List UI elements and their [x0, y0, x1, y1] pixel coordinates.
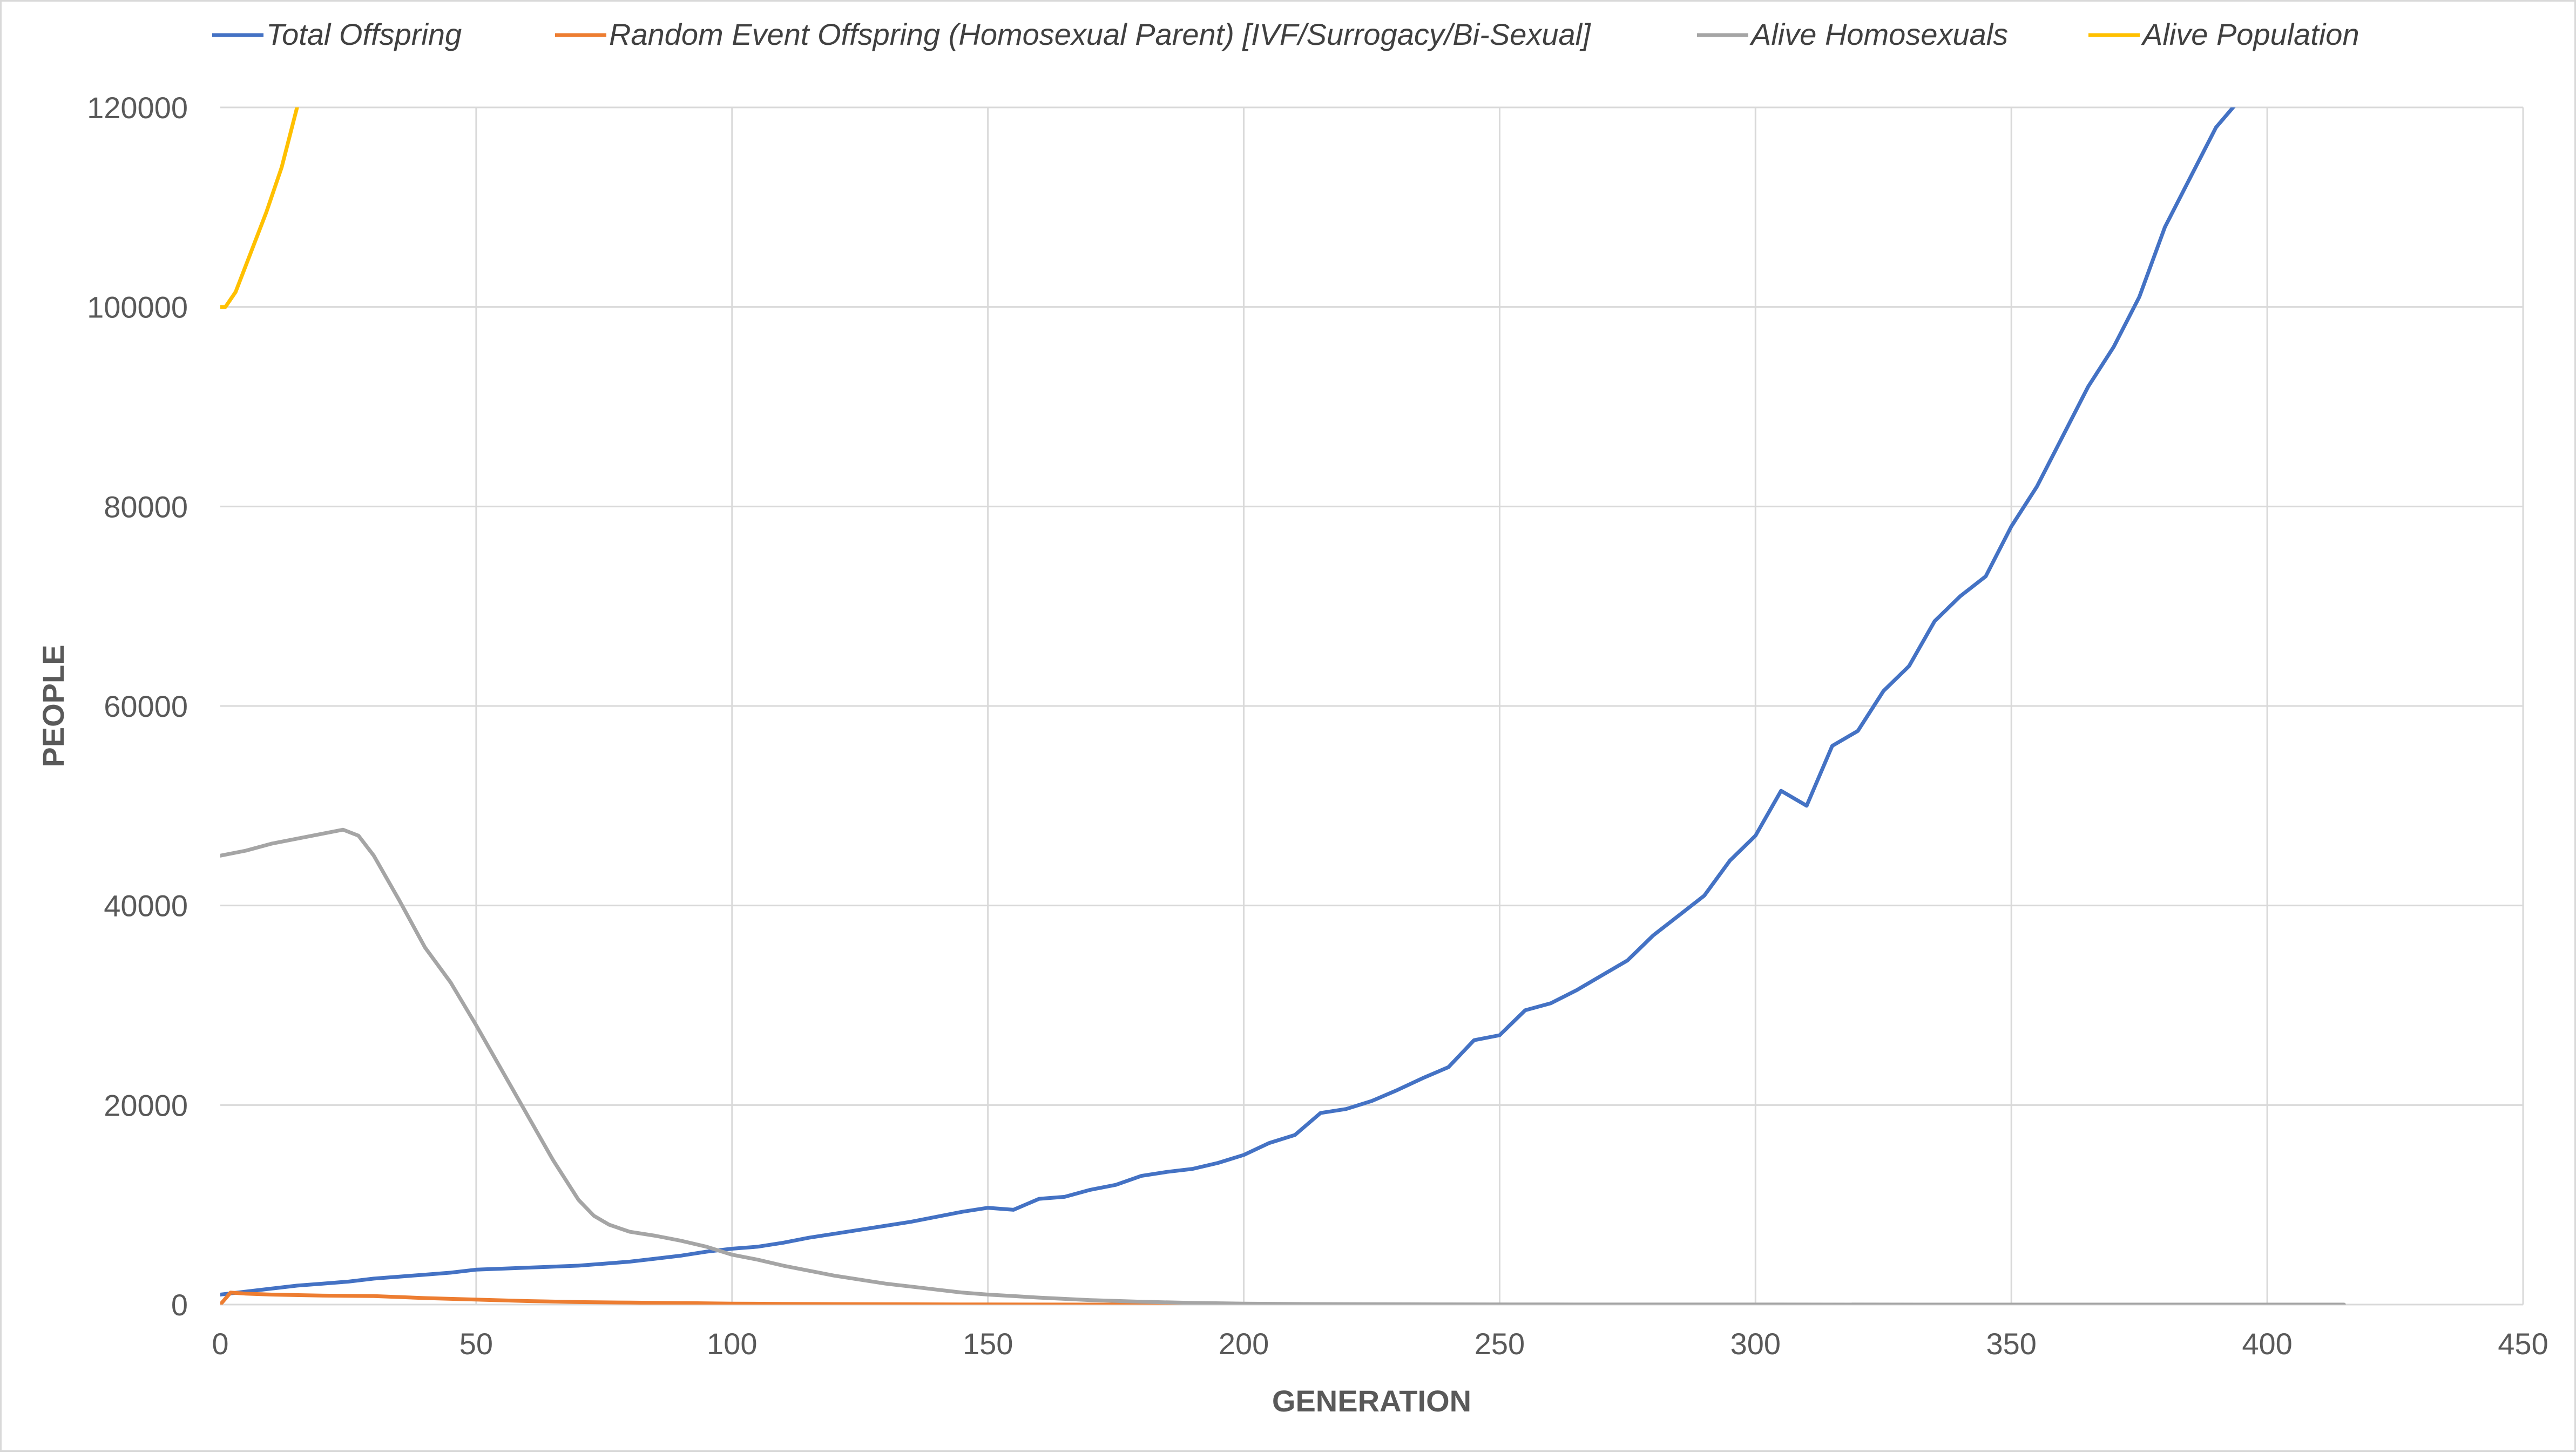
legend-label: Random Event Offspring (Homosexual Paren… [609, 17, 1591, 51]
y-tick-label: 60000 [104, 689, 188, 723]
gridlines [220, 106, 2524, 1305]
y-tick-label: 20000 [104, 1088, 188, 1122]
legend-label: Alive Homosexuals [1749, 17, 2008, 51]
y-tick-label: 120000 [87, 91, 188, 125]
y-tick-label: 100000 [87, 290, 188, 324]
y-tick-label: 0 [171, 1288, 188, 1322]
x-tick-labels: 0 50 100 150 200 250 300 350 400 450 [212, 1327, 2548, 1361]
series-line-1 [220, 107, 2236, 1296]
x-tick-label: 400 [2242, 1327, 2292, 1361]
x-tick-label: 100 [707, 1327, 757, 1361]
x-tick-label: 150 [963, 1327, 1013, 1361]
series-line-4 [220, 107, 299, 309]
legend: Total Offspring Random Event Offspring (H… [212, 17, 2359, 51]
series-group [220, 107, 2346, 1305]
x-tick-label: 350 [1986, 1327, 2037, 1361]
y-axis-title: PEOPLE [36, 644, 70, 767]
legend-label: Alive Population [2141, 17, 2359, 51]
x-tick-label: 50 [459, 1327, 493, 1361]
x-axis-title: GENERATION [1272, 1384, 1471, 1418]
series-line-2 [220, 1291, 1323, 1305]
series-line-3 [220, 827, 2346, 1305]
x-tick-label: 250 [1475, 1327, 1525, 1361]
y-tick-labels: 0 20000 40000 60000 80000 100000 120000 [87, 91, 188, 1322]
y-tick-label: 80000 [104, 490, 188, 524]
x-tick-label: 300 [1730, 1327, 1781, 1361]
x-tick-label: 0 [212, 1327, 228, 1361]
legend-label: Total Offspring [266, 17, 462, 51]
x-tick-label: 450 [2498, 1327, 2548, 1361]
x-tick-label: 200 [1219, 1327, 1269, 1361]
y-tick-label: 40000 [104, 889, 188, 923]
